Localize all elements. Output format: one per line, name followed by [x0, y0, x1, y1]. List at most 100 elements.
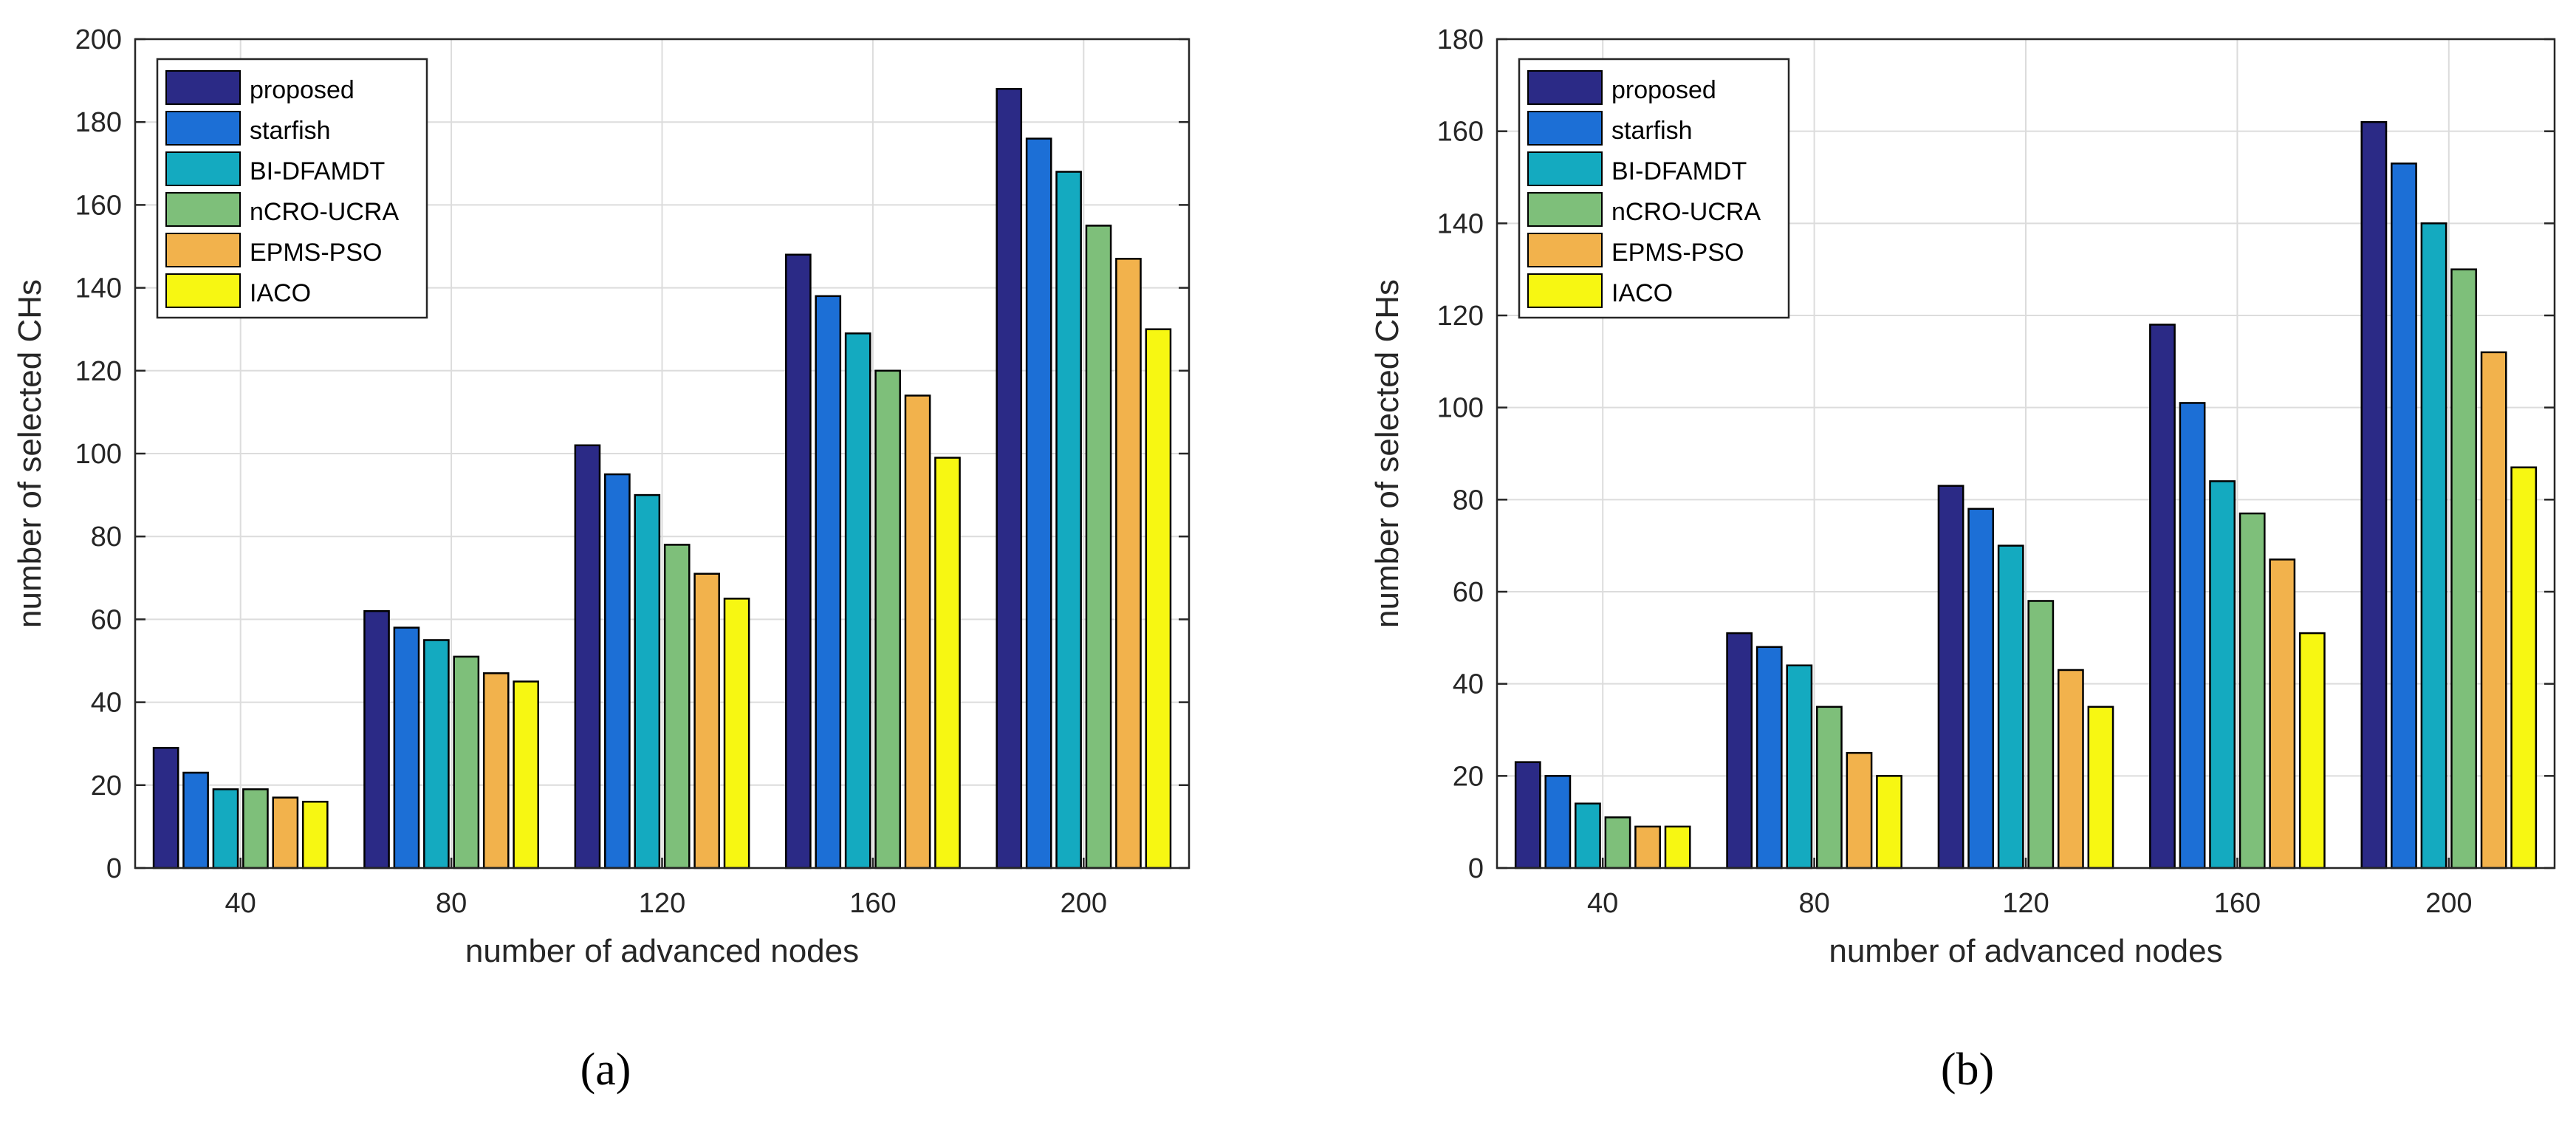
- y-tick-label: 100: [75, 439, 122, 470]
- bar-bi-dfamdt-200: [2420, 222, 2447, 869]
- legend-label-starfish: starfish: [1611, 117, 1693, 145]
- y-tick-label: 180: [1437, 24, 1484, 55]
- bar-epms-pso-80: [1846, 751, 1873, 869]
- y-tick-label: 80: [91, 522, 122, 553]
- bar-starfish-120: [604, 473, 631, 869]
- x-tick-label: 200: [1061, 888, 1107, 919]
- bar-proposed-80: [1726, 632, 1753, 869]
- x-tick-label: 160: [2214, 888, 2261, 919]
- bar-ncro-ucra-160: [874, 369, 901, 869]
- legend-swatch-ncro-ucra: [1527, 192, 1603, 227]
- bar-bi-dfamdt-120: [634, 493, 661, 869]
- y-tick-label: 160: [75, 190, 122, 221]
- bar-epms-pso-200: [1115, 258, 1142, 869]
- legend-label-ncro-ucra: nCRO-UCRA: [250, 198, 399, 226]
- legend-swatch-iaco: [1527, 273, 1603, 308]
- bar-ncro-ucra-200: [1085, 225, 1112, 869]
- bar-starfish-160: [2179, 402, 2206, 869]
- y-tick-label: 120: [75, 356, 122, 387]
- bar-ncro-ucra-80: [453, 655, 480, 869]
- bar-bi-dfamdt-160: [2209, 480, 2236, 869]
- legend-label-ncro-ucra: nCRO-UCRA: [1611, 198, 1761, 226]
- bar-epms-pso-40: [272, 796, 299, 869]
- y-tick-label: 200: [75, 24, 122, 55]
- y-tick-label: 80: [1453, 485, 1484, 516]
- bar-iaco-40: [1664, 825, 1691, 869]
- legend: proposed starfish BI-DFAMDT nCRO-UCRA EPMS-P…: [156, 58, 428, 319]
- legend-label-proposed: proposed: [250, 76, 354, 104]
- bar-starfish-40: [1544, 775, 1572, 869]
- y-tick-label: 60: [1453, 577, 1484, 608]
- bar-proposed-120: [574, 444, 601, 869]
- bar-iaco-80: [1876, 775, 1902, 869]
- bar-epms-pso-40: [1634, 825, 1661, 869]
- bar-ncro-ucra-80: [1816, 705, 1843, 869]
- bar-bi-dfamdt-80: [423, 639, 450, 869]
- legend-swatch-bi-dfamdt: [165, 151, 241, 186]
- legend-label-epms-pso: EPMS-PSO: [1611, 239, 1744, 267]
- bar-iaco-200: [1145, 328, 1172, 869]
- bar-bi-dfamdt-80: [1786, 664, 1813, 869]
- bar-ncro-ucra-160: [2238, 512, 2266, 869]
- bar-ncro-ucra-40: [242, 788, 269, 869]
- bar-iaco-120: [2087, 705, 2114, 869]
- bar-bi-dfamdt-40: [212, 788, 239, 869]
- legend-swatch-epms-pso: [165, 233, 241, 267]
- bar-bi-dfamdt-120: [1997, 544, 2024, 869]
- legend-swatch-bi-dfamdt: [1527, 151, 1603, 186]
- bar-epms-pso-200: [2480, 351, 2507, 869]
- bar-bi-dfamdt-200: [1055, 171, 1082, 869]
- y-axis-label: number of selected CHs: [1369, 279, 1405, 628]
- y-tick-label: 40: [91, 688, 122, 719]
- legend-swatch-proposed: [165, 70, 241, 105]
- legend-label-proposed: proposed: [1611, 76, 1716, 104]
- chart-b: 0 20 40 60 80 100 120 140 160 180 40 80 120 160 200 num…: [1369, 24, 2556, 1095]
- x-tick-label: 200: [2425, 888, 2472, 919]
- bar-iaco-80: [513, 680, 540, 869]
- y-tick-label: 20: [1453, 761, 1484, 792]
- x-axis-label: number of advanced nodes: [465, 933, 859, 969]
- bar-starfish-40: [182, 771, 209, 869]
- y-tick-label: 140: [1437, 208, 1484, 239]
- chart-a: 0 20 40 60 80 100 120 140 160 180 200 40 80 120 160 200…: [12, 24, 1191, 1095]
- bar-starfish-160: [815, 295, 842, 869]
- bar-starfish-80: [393, 626, 420, 869]
- legend-swatch-starfish: [1527, 111, 1603, 146]
- x-tick-label: 120: [639, 888, 685, 919]
- bar-iaco-40: [301, 800, 329, 869]
- legend-label-bi-dfamdt: BI-DFAMDT: [250, 157, 385, 185]
- legend-label-epms-pso: EPMS-PSO: [250, 239, 382, 267]
- bar-starfish-200: [2391, 163, 2417, 869]
- y-tick-label: 120: [1437, 301, 1484, 332]
- y-tick-label: 100: [1437, 393, 1484, 424]
- bar-starfish-80: [1755, 646, 1783, 869]
- y-tick-label: 0: [1468, 853, 1484, 884]
- bar-epms-pso-120: [2057, 669, 2084, 869]
- panel-caption: (a): [580, 1045, 631, 1095]
- bar-bi-dfamdt-160: [844, 332, 871, 869]
- y-tick-label: 0: [106, 853, 122, 884]
- legend-label-starfish: starfish: [250, 117, 331, 145]
- legend-label-iaco: IACO: [250, 279, 311, 307]
- legend: proposed starfish BI-DFAMDT nCRO-UCRA EPMS-P…: [1518, 58, 1790, 319]
- y-tick-label: 20: [91, 770, 122, 802]
- y-tick-label: 60: [91, 604, 122, 635]
- bar-proposed-80: [363, 609, 390, 869]
- y-tick-label: 180: [75, 107, 122, 138]
- bar-epms-pso-80: [482, 672, 510, 869]
- legend-swatch-epms-pso: [1527, 233, 1603, 267]
- panel-caption: (b): [1941, 1045, 1994, 1095]
- bar-iaco-200: [2510, 466, 2538, 869]
- bar-ncro-ucra-120: [663, 544, 691, 869]
- y-tick-label: 160: [1437, 117, 1484, 148]
- x-tick-label: 80: [1798, 888, 1829, 919]
- legend-swatch-ncro-ucra: [165, 192, 241, 227]
- bar-proposed-160: [2149, 324, 2176, 869]
- y-tick-label: 140: [75, 273, 122, 304]
- legend-swatch-proposed: [1527, 70, 1603, 105]
- bar-ncro-ucra-200: [2450, 268, 2477, 869]
- y-axis-label: number of selected CHs: [12, 279, 48, 628]
- bar-epms-pso-120: [693, 573, 720, 869]
- bar-iaco-160: [934, 457, 961, 869]
